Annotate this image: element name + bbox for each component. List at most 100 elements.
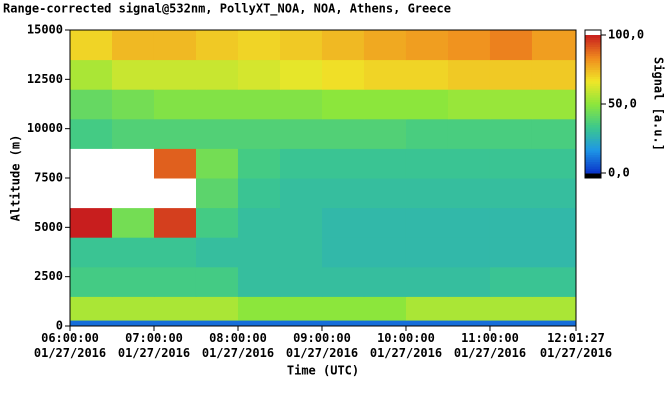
heatmap-cell [363,148,407,179]
heatmap-cell [447,59,491,90]
x-tick-label-line: 01/27/2016 [286,346,358,360]
heatmap-cell [70,266,113,297]
heatmap-cell [111,59,155,90]
heatmap-cell [279,237,323,268]
x-tick-label-line: 01/27/2016 [202,346,274,360]
heatmap-cell [321,296,365,321]
x-tick-label-line: 06:00:00 [41,331,99,345]
heatmap-cell [279,59,323,90]
x-tick-label: 07:00:00 01/27/2016 [118,331,190,360]
heatmap-cell [531,148,577,179]
x-tick-label: 08:00:00 01/27/2016 [202,331,274,360]
colorbar-segment [585,101,601,105]
colorbar-segment [585,120,601,123]
heatmap-cell [153,148,197,179]
heatmap-cell [405,320,449,327]
heatmap-cell [489,30,533,61]
heatmap-cell [405,296,449,321]
heatmap-cell [70,320,113,327]
heatmap-cell [195,30,239,61]
x-tick-label-line: 12:01:27 [547,331,605,345]
heatmap-cell [531,320,577,327]
heatmap-cell [321,59,365,90]
heatmap-cell [153,118,197,149]
heatmap-cell [237,30,281,61]
x-tick-label-line: 10:00:00 [377,331,435,345]
heatmap-cell [237,118,281,149]
heatmap-cell [195,118,239,149]
heatmap-cell [195,320,239,327]
heatmap-cell [111,320,155,327]
y-tick-label: 12500 [27,72,63,86]
heatmap-cell [111,296,155,321]
heatmap-cell [111,178,155,209]
heatmap-cell [153,178,197,209]
heatmap-cell [531,207,577,238]
colorbar-segment [585,97,601,100]
y-tick-label: 2500 [34,269,63,283]
heatmap-cell [363,207,407,238]
heatmap-cell [405,118,449,149]
x-tick-label: 10:00:00 01/27/2016 [370,331,442,360]
colorbar-segment [585,106,601,110]
x-tick-label-line: 01/27/2016 [34,346,106,360]
colorbar-segment [585,76,601,80]
heatmap-cell [279,207,323,238]
colorbar-segment [585,138,601,142]
heatmap-cell [70,237,113,268]
heatmap-cell [405,266,449,297]
colorbar-under [585,173,601,178]
heatmap-cell [531,266,577,297]
heatmap-cell [195,89,239,120]
colorbar-segment [585,35,601,38]
colorbar-segment [585,90,601,93]
heatmap-cell [237,89,281,120]
heatmap-cell [363,237,407,268]
colorbar-segment [585,78,601,82]
colorbar-segment [585,152,601,156]
heatmap-cell [237,266,281,297]
colorbar-segment [585,81,601,84]
heatmap-cell [447,30,491,61]
colorbar-segment [585,113,601,116]
heatmap-cell [447,296,491,321]
x-tick-label-line: 07:00:00 [125,331,183,345]
heatmap-cell [237,59,281,90]
x-tick-label: 12:01:27 01/27/2016 [540,331,612,360]
colorbar-segment [585,48,601,52]
colorbar-segment [585,37,601,41]
colorbar-label: Signal [a.u.] [652,57,666,151]
colorbar-segment [585,60,601,64]
heatmap-cell [237,296,281,321]
x-axis-label: Time (UTC) [287,364,359,378]
heatmap-cell [489,320,533,327]
colorbar-tick-label: 50,0 [608,97,637,111]
colorbar-segment [585,108,601,112]
heatmap-cell [153,89,197,120]
colorbar-segment [585,58,601,61]
colorbar-segment [585,117,601,121]
heatmap-cell [279,266,323,297]
heatmap-cell [531,89,577,120]
colorbar-segment [585,166,601,169]
heatmap-cell [531,178,577,209]
colorbar-segment [585,143,601,146]
heatmap-cell [70,207,113,238]
heatmap-cell [279,296,323,321]
heatmap-cell [321,30,365,61]
heatmap-cell [447,148,491,179]
colorbar-segment [585,62,601,66]
heatmap-cell [70,59,113,90]
heatmap-cell [153,59,197,90]
heatmap-cell [111,118,155,149]
heatmap-cell [153,320,197,327]
heatmap-cell [195,148,239,179]
colorbar-segment [585,71,601,75]
heatmap-cell [279,89,323,120]
heatmap-cell [489,237,533,268]
heatmap-cell [279,178,323,209]
heatmap-cell [321,207,365,238]
heatmap-cell [405,148,449,179]
x-tick-label-line: 01/27/2016 [370,346,442,360]
chart-title: Range-corrected signal@532nm, PollyXT_NO… [3,2,451,17]
